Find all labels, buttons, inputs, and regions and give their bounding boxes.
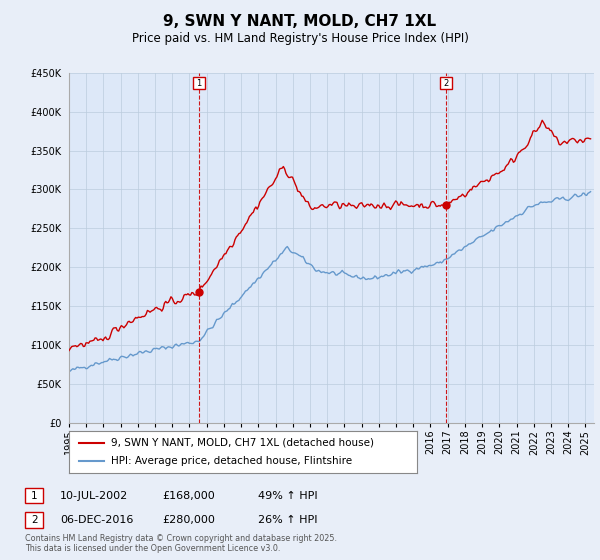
Text: 1: 1 xyxy=(31,491,38,501)
Text: 06-DEC-2016: 06-DEC-2016 xyxy=(60,515,133,525)
Text: 9, SWN Y NANT, MOLD, CH7 1XL (detached house): 9, SWN Y NANT, MOLD, CH7 1XL (detached h… xyxy=(111,438,374,448)
Text: £168,000: £168,000 xyxy=(162,491,215,501)
Text: HPI: Average price, detached house, Flintshire: HPI: Average price, detached house, Flin… xyxy=(111,456,352,466)
Text: £280,000: £280,000 xyxy=(162,515,215,525)
Text: Price paid vs. HM Land Registry's House Price Index (HPI): Price paid vs. HM Land Registry's House … xyxy=(131,32,469,45)
Text: 9, SWN Y NANT, MOLD, CH7 1XL: 9, SWN Y NANT, MOLD, CH7 1XL xyxy=(163,14,437,29)
Text: 1: 1 xyxy=(196,79,201,88)
Text: Contains HM Land Registry data © Crown copyright and database right 2025.
This d: Contains HM Land Registry data © Crown c… xyxy=(25,534,337,553)
Text: 49% ↑ HPI: 49% ↑ HPI xyxy=(258,491,317,501)
Text: 10-JUL-2002: 10-JUL-2002 xyxy=(60,491,128,501)
Text: 2: 2 xyxy=(31,515,38,525)
Text: 2: 2 xyxy=(443,79,449,88)
Text: 26% ↑ HPI: 26% ↑ HPI xyxy=(258,515,317,525)
